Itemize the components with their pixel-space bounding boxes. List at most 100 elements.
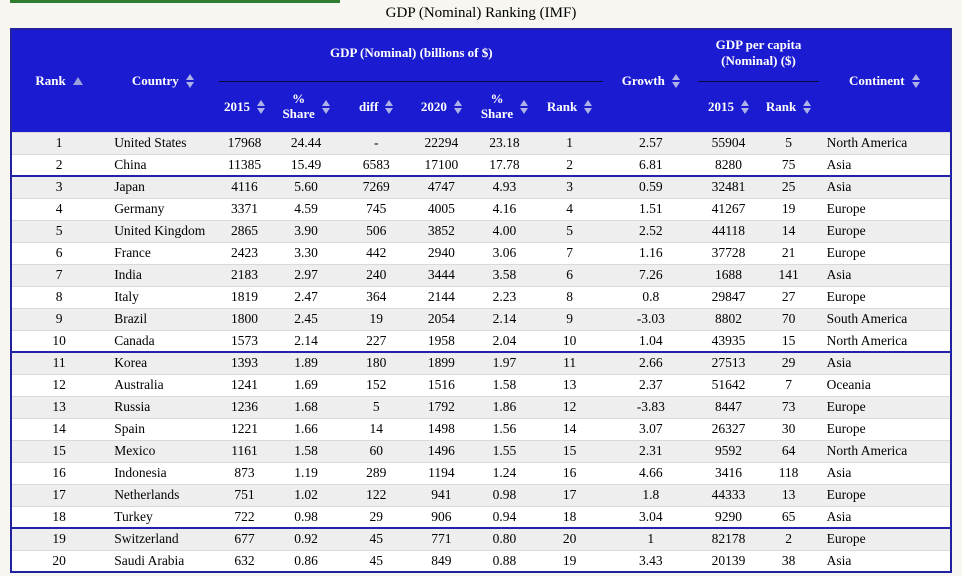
cell-continent: Europe (818, 417, 951, 440)
col-header-gdp-per-capita-2015[interactable]: 2015 (698, 81, 759, 132)
table-row: 14 Spain 1221 1.66 14 1498 1.56 14 3.07 26327 30 Eu… (11, 417, 951, 440)
sort-icon (453, 99, 462, 114)
cell-country: Australia (106, 373, 220, 396)
col-header-gdp-2020[interactable]: 2020 (409, 81, 473, 132)
cell-rank-2020: 20 (536, 527, 604, 550)
cell-gdp-2015: 1221 (219, 417, 270, 440)
col-header-diff[interactable]: diff (342, 81, 410, 132)
cell-gdp-2020: 3444 (409, 263, 473, 286)
sort-icon (321, 100, 330, 114)
cell-country: Germany (106, 197, 220, 220)
cell-rank: 15 (11, 439, 107, 462)
table-row: 19 Switzerland 677 0.92 45 771 0.80 20 1 82178 2 Eu… (11, 527, 951, 550)
cell-diff: 180 (342, 351, 410, 374)
cell-gdp-per-capita-2015: 43935 (698, 329, 759, 353)
cell-gdp-share-2015: 3.30 (269, 241, 343, 264)
cell-rank: 18 (11, 505, 107, 529)
cell-rank: 20 (11, 549, 107, 572)
cell-gdp-per-capita-2015: 55904 (698, 131, 759, 154)
table-header: Rank Country GDP (Nominal) (billions of … (11, 29, 951, 132)
col-header-country[interactable]: Country (106, 29, 220, 132)
cell-gdp-share-2015: 2.47 (269, 285, 343, 308)
col-header-gdp-per-capita-rank[interactable]: Rank (758, 81, 819, 132)
cell-continent: Asia (818, 153, 951, 177)
cell-country: Turkey (106, 505, 220, 529)
cell-gdp-share-2020: 1.55 (472, 439, 537, 462)
cell-gdp-2015: 2865 (219, 219, 270, 242)
col-header-growth[interactable]: Growth (603, 29, 699, 132)
cell-gdp-2015: 11385 (219, 153, 270, 177)
cell-country: Netherlands (106, 483, 220, 506)
cell-gdp-per-capita-2015: 41267 (698, 197, 759, 220)
table-row: 17 Netherlands 751 1.02 122 941 0.98 17 1.8 44333… (11, 483, 951, 506)
cell-rank-2020: 19 (536, 549, 604, 572)
cell-continent: Asia (818, 263, 951, 286)
cell-diff: 152 (342, 373, 410, 396)
col-header-rank-2020[interactable]: Rank (536, 81, 604, 132)
cell-gdp-per-capita-rank: 141 (758, 263, 819, 286)
cell-diff: 6583 (342, 153, 410, 177)
cell-gdp-2020: 1899 (409, 351, 473, 374)
cell-country: Mexico (106, 439, 220, 462)
cell-gdp-2020: 4005 (409, 197, 473, 220)
cell-gdp-share-2020: 4.00 (472, 219, 537, 242)
cell-country: Switzerland (106, 527, 220, 550)
cell-rank: 16 (11, 461, 107, 484)
cell-growth: 3.04 (603, 505, 699, 529)
cell-continent: Asia (818, 461, 951, 484)
cell-growth: 2.31 (603, 439, 699, 462)
cell-gdp-share-2015: 2.97 (269, 263, 343, 286)
cell-rank-2020: 10 (536, 329, 604, 353)
col-header-growth-label: Growth (621, 72, 665, 88)
group-header-gdp-label: GDP (Nominal) (billions of $) (330, 45, 493, 61)
cell-gdp-share-2020: 4.93 (472, 175, 537, 198)
col-header-rank[interactable]: Rank (11, 29, 107, 132)
cell-rank: 17 (11, 483, 107, 506)
cell-country: Canada (106, 329, 220, 353)
cell-gdp-share-2015: 0.92 (269, 527, 343, 550)
cell-gdp-share-2020: 2.04 (472, 329, 537, 353)
cell-continent: North America (818, 439, 951, 462)
cell-rank-2020: 8 (536, 285, 604, 308)
cell-gdp-share-2015: 1.68 (269, 395, 343, 418)
cell-rank: 13 (11, 395, 107, 418)
cell-gdp-per-capita-2015: 27513 (698, 351, 759, 374)
sort-icon (911, 73, 920, 88)
cell-gdp-share-2020: 2.23 (472, 285, 537, 308)
cell-gdp-share-2020: 0.98 (472, 483, 537, 506)
col-header-gdp-2015[interactable]: 2015 (219, 81, 270, 132)
cell-diff: - (342, 131, 410, 154)
cell-gdp-2020: 2940 (409, 241, 473, 264)
cell-gdp-per-capita-2015: 26327 (698, 417, 759, 440)
cell-gdp-2020: 2144 (409, 285, 473, 308)
col-header-gdp-share-2020-label: % Share (480, 91, 514, 121)
cell-growth: 2.37 (603, 373, 699, 396)
sort-icon (584, 99, 593, 114)
table-row: 13 Russia 1236 1.68 5 1792 1.86 12 -3.83 8447 73 Eu… (11, 395, 951, 418)
sort-icon (385, 99, 394, 114)
cell-continent: Europe (818, 527, 951, 550)
col-header-gdp-share-2020[interactable]: % Share (472, 81, 537, 132)
cell-gdp-share-2015: 1.69 (269, 373, 343, 396)
cell-gdp-share-2015: 24.44 (269, 131, 343, 154)
cell-gdp-2020: 1958 (409, 329, 473, 353)
cell-continent: Asia (818, 549, 951, 572)
cell-gdp-2020: 4747 (409, 175, 473, 198)
cell-rank: 14 (11, 417, 107, 440)
cell-gdp-per-capita-2015: 9290 (698, 505, 759, 529)
cell-rank-2020: 7 (536, 241, 604, 264)
cell-growth: 3.43 (603, 549, 699, 572)
cell-gdp-2020: 906 (409, 505, 473, 529)
cell-growth: -3.83 (603, 395, 699, 418)
cell-diff: 240 (342, 263, 410, 286)
col-header-gdp-share-2015[interactable]: % Share (269, 81, 343, 132)
cell-rank: 7 (11, 263, 107, 286)
col-header-continent[interactable]: Continent (818, 29, 951, 132)
cell-gdp-share-2020: 1.97 (472, 351, 537, 374)
cell-gdp-share-2015: 5.60 (269, 175, 343, 198)
cell-gdp-per-capita-2015: 8447 (698, 395, 759, 418)
table-row: 2 China 11385 15.49 6583 17100 17.78 2 6.81 8280 7… (11, 153, 951, 177)
sort-icon (185, 73, 194, 88)
table-row: 10 Canada 1573 2.14 227 1958 2.04 10 1.04 43935 15… (11, 329, 951, 353)
cell-continent: Asia (818, 505, 951, 529)
